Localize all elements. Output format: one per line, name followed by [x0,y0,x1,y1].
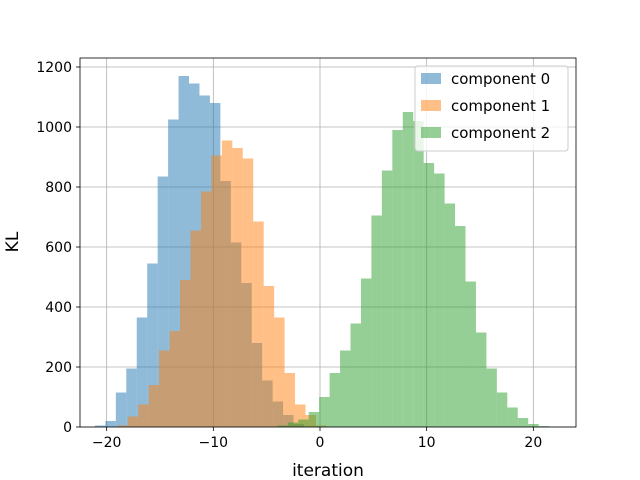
histogram-bar [340,350,351,427]
series-1-bars [117,140,327,427]
histogram-bar [169,331,181,427]
legend-box [414,65,569,152]
histogram-bar [127,416,139,427]
histogram-bar [138,404,149,427]
x-axis-label: iteration [292,461,364,480]
legend-swatch [421,100,441,111]
histogram-bar [94,425,106,427]
y-tick-label: 0 [63,420,72,436]
histogram-bar [538,426,550,427]
histogram-bar [434,173,445,427]
histogram-bar [360,278,372,427]
histogram-bar [507,407,518,427]
y-tick-label: 1200 [36,60,72,76]
histogram-bar [423,163,435,427]
histogram-bar [105,421,116,427]
histogram-bar [159,350,170,427]
y-tick-label: 1000 [36,120,72,136]
histogram-bar [528,424,539,427]
histogram-bar [117,425,128,427]
histogram-bar [190,230,201,427]
histogram-bar [115,392,127,427]
histogram-bar [277,425,288,427]
histogram-bar [200,191,212,427]
histogram-bar [211,155,222,427]
histogram-bar [350,323,361,427]
histogram-bar [392,130,403,427]
legend-label: component 0 [451,70,550,88]
histogram-bar [517,418,529,427]
histogram-bar [274,317,285,427]
y-tick-label: 600 [45,240,72,256]
x-axis: −20 −10 0 10 20 [92,427,542,451]
histogram-bar [496,392,508,427]
histogram-bar [371,215,382,427]
y-axis: 0 200 400 600 800 1000 1200 [36,60,80,436]
histogram-bar [308,412,320,427]
histogram-bar [486,368,497,427]
legend-swatch [421,73,441,84]
x-tick-label: 0 [316,435,325,451]
histogram-bar [287,422,299,427]
histogram-bar [455,226,466,427]
histogram-bar [157,176,169,427]
histogram-bar [221,140,233,427]
histogram-bar [168,119,179,427]
x-tick-label: −20 [92,435,122,451]
histogram-bar [402,112,414,427]
histogram-bar [475,332,487,427]
legend-swatch [421,127,441,138]
histogram-bar [148,385,160,427]
histogram-bar [232,148,243,427]
plot-frame [79,57,577,428]
histogram-bar [126,368,137,427]
histogram-bar [295,404,306,427]
series-2-bars [277,112,550,427]
histogram-bar [444,203,456,427]
y-tick-label: 800 [45,180,72,196]
y-tick-label: 200 [45,360,72,376]
histogram-bar [178,76,190,427]
histogram-bar [413,121,424,427]
histogram-bar [284,373,296,427]
histogram-bar [253,221,264,427]
x-tick-label: −10 [199,435,229,451]
histogram-bar [298,419,309,427]
histogram-bar [263,286,275,427]
histogram-bar [329,373,341,427]
histogram-bar [147,263,158,427]
y-tick-label: 400 [45,300,72,316]
y-axis-label: KL [3,231,23,252]
histogram-bar [136,317,148,427]
histogram-bar [242,158,254,427]
histogram-bar [319,397,330,427]
histogram-bar [381,170,393,427]
x-tick-label: 10 [418,435,436,451]
histogram-bar [180,280,191,427]
bars [94,76,550,427]
histogram-bar [465,281,476,427]
legend-label: component 1 [451,97,550,115]
legend: component 0 component 1 component 2 [414,65,569,152]
x-tick-label: 20 [524,435,542,451]
legend-label: component 2 [451,124,550,142]
